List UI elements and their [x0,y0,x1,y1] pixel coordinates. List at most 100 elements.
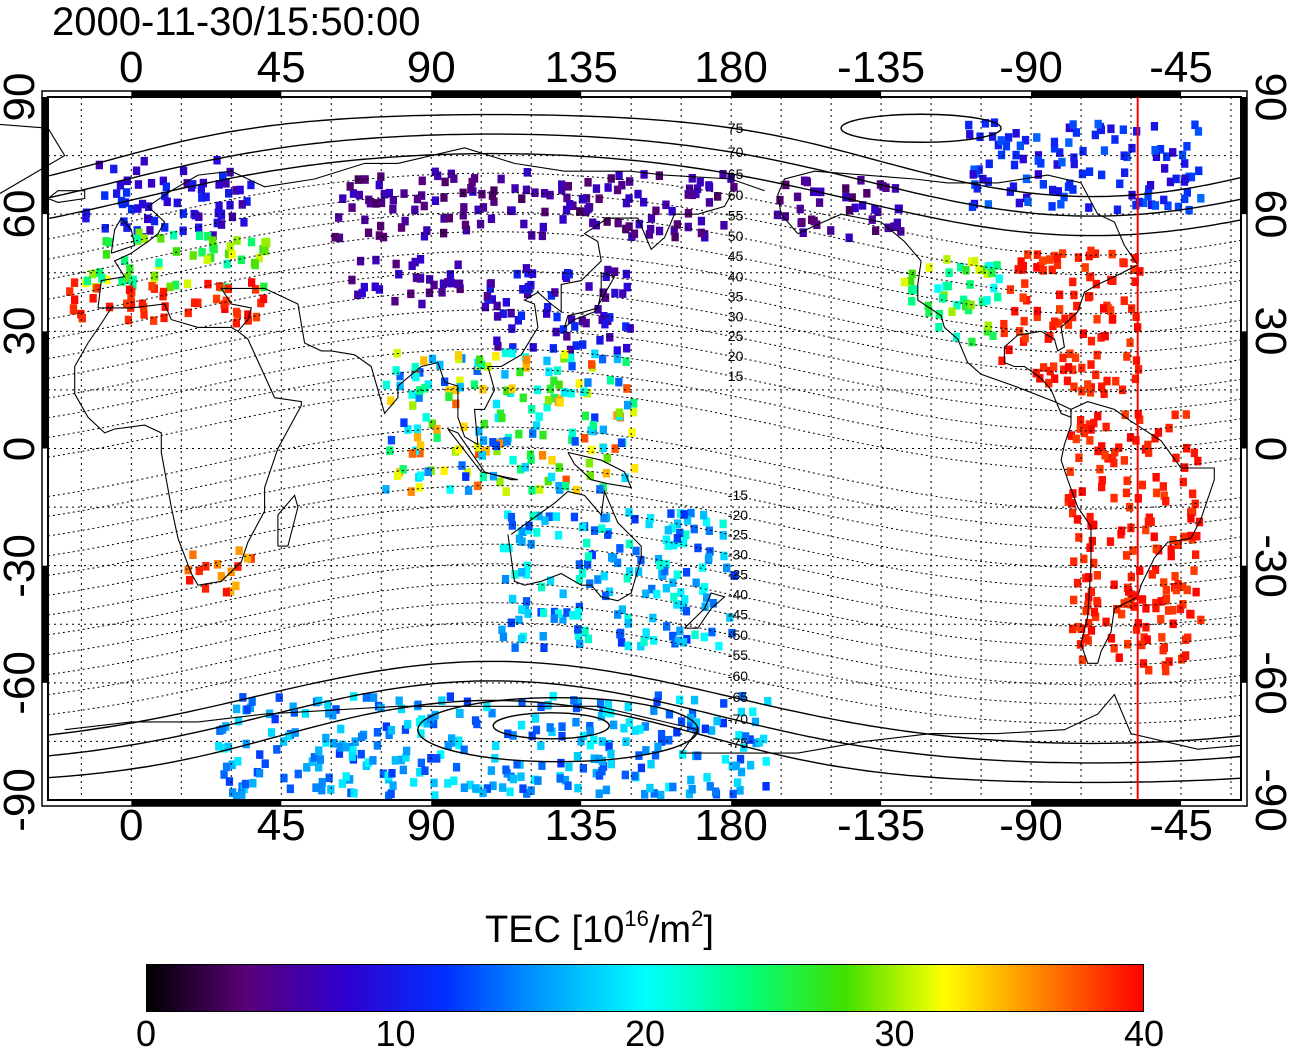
tec-cell [478,360,486,370]
tec-cell [715,641,723,651]
tec-cell [988,268,996,277]
tec-cell [584,378,592,387]
tec-cell [983,296,991,305]
tec-cell [684,190,692,199]
tec-cell [1100,304,1108,313]
tec-cell [1123,476,1131,486]
tec-cell [705,526,713,535]
tec-cell [635,219,643,229]
tec-cell [1136,267,1144,276]
tec-cell [371,282,379,292]
tec-cell [238,790,246,799]
tec-cell [524,268,532,278]
tec-cell [415,717,424,727]
tec-cell [1084,380,1092,389]
mlat-contour-ring [492,712,610,740]
tec-cell [1101,450,1109,460]
tec-cell [762,782,770,791]
tec-cell [1160,643,1168,652]
tec-cell [1069,508,1077,518]
tec-cell [625,539,634,549]
tec-cell [684,209,693,218]
tec-cell [1187,172,1196,182]
tec-cell [582,318,590,328]
tec-cell [395,696,403,706]
tec-cell [1048,202,1056,211]
tec-cell [720,551,728,561]
tec-cell [665,782,673,792]
tec-cell [213,155,221,165]
tec-cell [1110,458,1118,468]
tec-cell [519,393,527,403]
tec-cell [415,393,423,402]
tec-cell [1121,168,1129,177]
tec-cell [260,282,268,292]
tec-cell [430,778,438,788]
tec-cell [630,399,638,408]
tec-cell [608,553,616,562]
tec-cell [687,775,695,785]
lon-tick-bottom: -135 [837,801,926,850]
tec-cell [423,226,431,235]
tec-cell [431,791,439,800]
tec-cell [1184,633,1192,643]
tec-cell [1081,263,1089,272]
tec-cell [123,223,131,232]
tec-cell [698,563,707,572]
tec-cell [685,184,694,194]
tec-cell [603,217,611,226]
tec-cell [781,212,789,221]
tec-cell [138,299,146,309]
tec-cell [712,787,720,797]
tec-cell [628,428,636,437]
tec-cell [649,613,657,623]
tec-cell [668,206,676,216]
tec-cell [749,707,757,717]
tec-cell [416,768,424,777]
tec-cell [117,196,126,206]
tec-cell [476,219,485,229]
tec-cell [1152,473,1160,482]
tec-cell [599,425,607,435]
tec-cell [585,282,593,291]
tec-cell [105,302,114,312]
tec-cell [408,390,416,399]
tec-cell [416,448,424,458]
tec-cell [1019,154,1027,164]
tec-cell [1078,655,1087,665]
tec-cell [555,380,563,390]
tec-cell [556,398,564,407]
tec-cell [585,458,593,468]
tec-cell [481,302,490,312]
tec-cell [1087,425,1095,434]
tec-cell [1129,546,1137,555]
tec-cell [303,763,311,772]
tec-cell [315,746,323,755]
tec-cell [411,257,419,267]
tec-cell [1080,428,1089,438]
tec-cell [624,614,632,623]
tec-cell [1061,314,1069,323]
tec-cell [566,345,574,355]
tec-cell [377,221,385,231]
tec-cell [532,421,541,430]
lat-tick-left: 0 [0,436,44,460]
tec-cell [519,527,527,536]
tec-cell [729,789,737,799]
tec-cell [401,216,409,226]
tec-cell [118,277,126,286]
tec-cell [1024,250,1032,259]
tec-cell [647,214,656,223]
lon-tick-top: 90 [406,43,456,92]
tec-cell [1053,253,1061,263]
mlat-contour [47,113,1242,198]
tec-cell [1152,152,1161,161]
tec-cell [705,198,714,207]
tec-cell [968,337,976,347]
tec-cell [1060,192,1068,202]
tec-cell [549,691,557,701]
tec-cell [1131,254,1139,263]
tec-cell [487,214,496,223]
tec-cell [600,312,608,321]
tec-cell [1179,477,1187,487]
